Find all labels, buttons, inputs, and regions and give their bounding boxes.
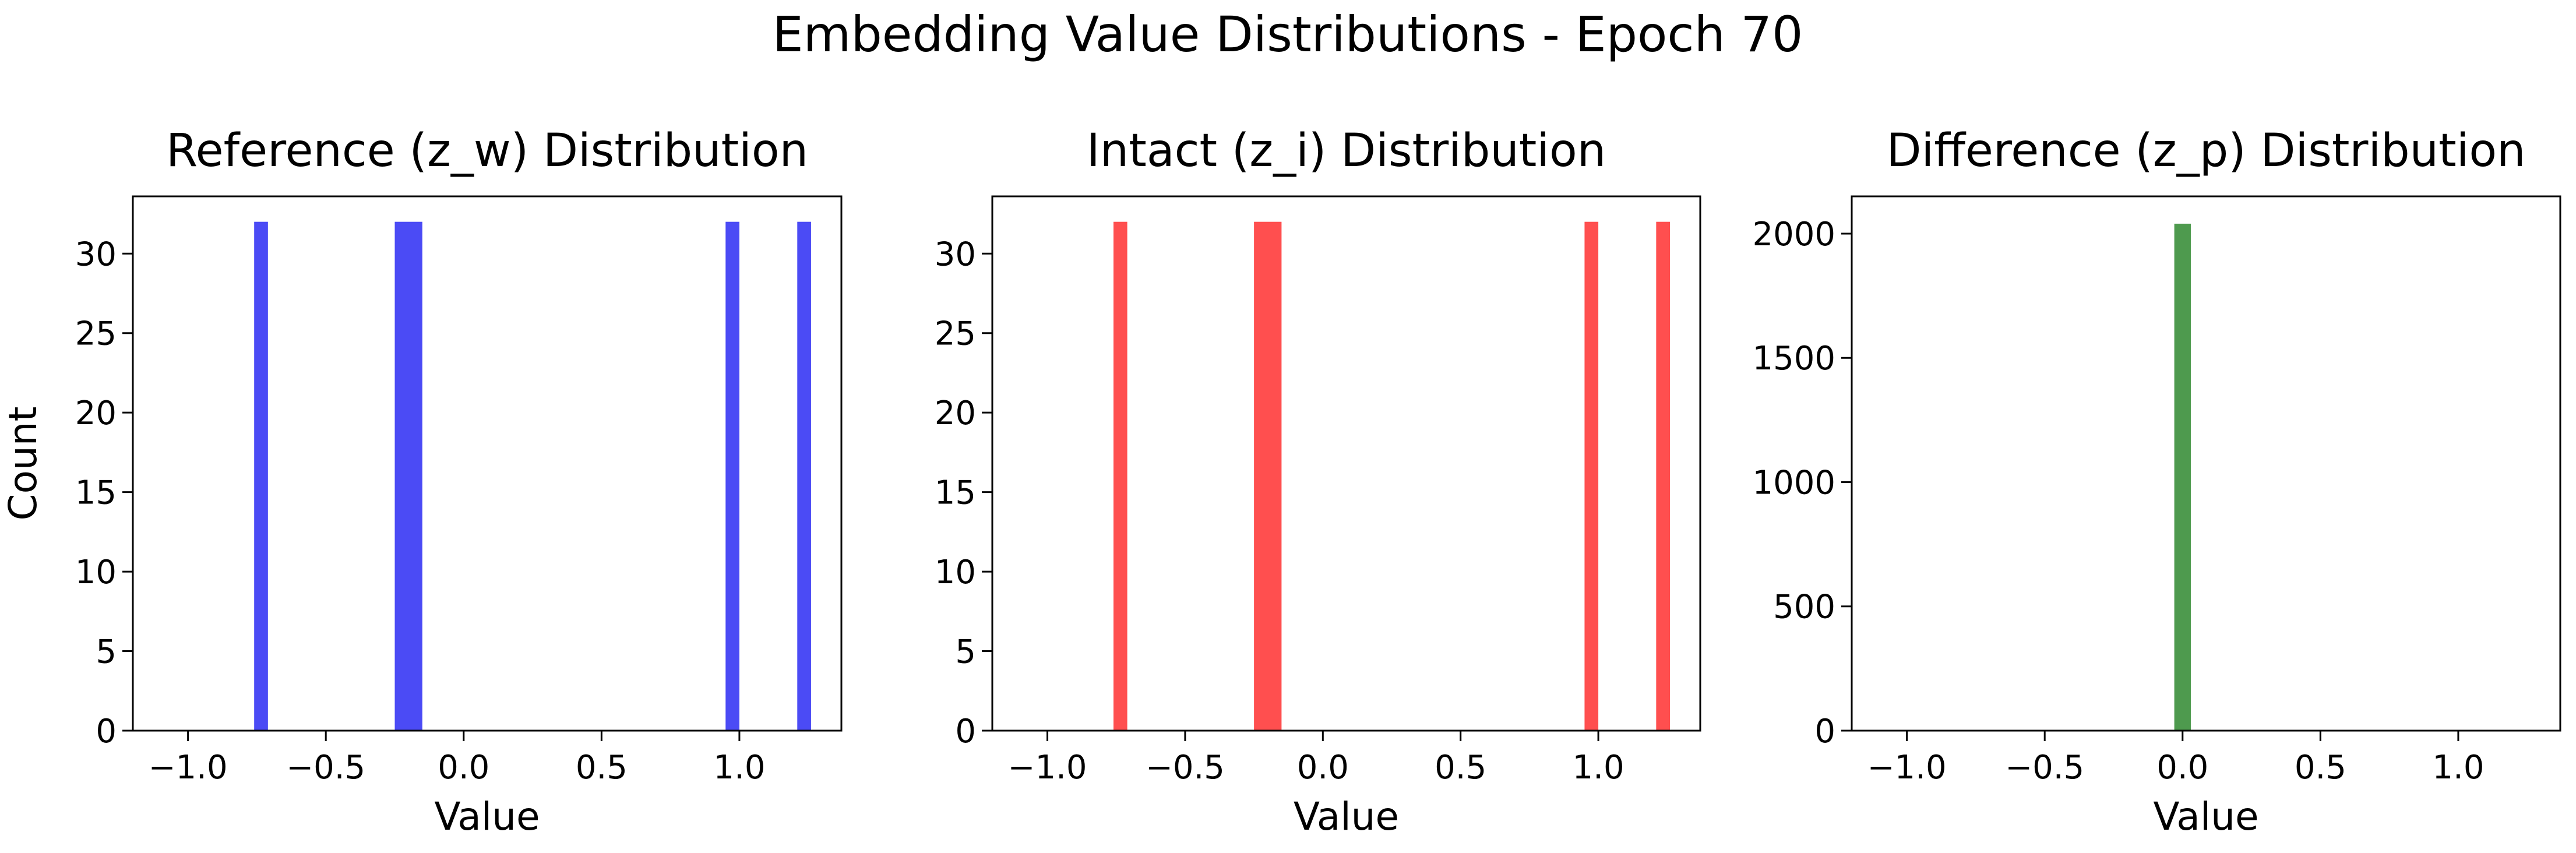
intact-x-tick-label: 0.0	[1297, 749, 1349, 787]
difference-x-tick-label: 0.0	[2156, 749, 2208, 787]
difference-panel-title: Difference (z_p) Distribution	[1886, 125, 2525, 177]
intact-x-tick-label: −1.0	[1008, 749, 1087, 787]
reference-x-tick-label: 1.0	[713, 749, 765, 787]
intact-y-tick-label: 30	[935, 235, 976, 273]
reference-x-tick-label: 0.5	[576, 749, 628, 787]
reference-histogram-bar-2	[725, 221, 739, 731]
intact-panel-title: Intact (z_i) Distribution	[1087, 125, 1606, 177]
reference-x-tick-label: −1.0	[149, 749, 228, 787]
reference-histogram-bar-3	[797, 221, 811, 731]
intact-x-axis-label: Value	[1294, 794, 1399, 839]
reference-axes-frame	[132, 195, 843, 732]
intact-y-tick-label: 25	[935, 315, 976, 353]
difference-x-tick-label: 1.0	[2432, 749, 2484, 787]
reference-x-tick-label: 0.0	[438, 749, 489, 787]
intact-y-tick-label: 15	[935, 474, 976, 512]
intact-y-tick-label: 20	[935, 394, 976, 432]
difference-x-tick-label: 0.5	[2295, 749, 2346, 787]
intact-y-tick-label: 5	[955, 633, 976, 671]
reference-histogram-bar-1	[394, 221, 422, 731]
panel-reference: −1.0 −0.5 0.0 0.5 1.0 0 5 10 15 20 25 30 Reference (…	[1, 125, 843, 839]
difference-axes-frame	[1851, 195, 2561, 732]
difference-y-tick-label: 1500	[1752, 340, 1835, 378]
difference-x-tick-label: −1.0	[1867, 749, 1947, 787]
intact-histogram-bar-0	[1113, 221, 1127, 731]
reference-x-axis-label: Value	[434, 794, 540, 839]
intact-y-tick-label: 10	[935, 554, 976, 591]
reference-y-tick-label: 5	[96, 633, 117, 671]
reference-y-tick-label: 10	[75, 554, 117, 591]
reference-y-tick-label: 0	[96, 713, 117, 750]
intact-x-tick-label: −0.5	[1146, 749, 1225, 787]
reference-y-axis-label: Count	[1, 406, 45, 520]
reference-y-tick-label: 30	[75, 235, 117, 273]
intact-histogram-bar-2	[1584, 221, 1599, 731]
difference-y-tick-label: 2000	[1752, 216, 1835, 253]
reference-y-tick-label: 20	[75, 394, 117, 432]
intact-histogram-bar-1	[1254, 221, 1282, 731]
reference-y-tick-label: 25	[75, 315, 117, 353]
reference-panel-title: Reference (z_w) Distribution	[166, 125, 808, 177]
difference-y-tick-label: 500	[1773, 588, 1835, 626]
reference-y-tick-label: 15	[75, 474, 117, 512]
intact-y-tick-label: 0	[955, 713, 976, 750]
difference-x-tick-label: −0.5	[2005, 749, 2084, 787]
reference-x-tick-label: −0.5	[286, 749, 365, 787]
reference-histogram-bar-0	[254, 221, 268, 731]
difference-y-tick-label: 0	[1814, 713, 1835, 750]
difference-x-axis-label: Value	[2153, 794, 2258, 839]
panel-intact: −1.0 −0.5 0.0 0.5 1.0 0 5 10 15 20 25 30 Intact (z_i…	[935, 125, 1701, 839]
intact-x-tick-label: 1.0	[1573, 749, 1624, 787]
difference-histogram-bar-0	[2174, 223, 2191, 731]
intact-axes-frame	[991, 195, 1701, 732]
figure-suptitle: Embedding Value Distributions - Epoch 70	[773, 6, 1803, 63]
intact-x-tick-label: 0.5	[1435, 749, 1486, 787]
panel-difference: −1.0 −0.5 0.0 0.5 1.0 0 500 1000 1500 2000 Differe…	[1752, 125, 2561, 839]
intact-histogram-bar-3	[1656, 221, 1670, 731]
difference-y-tick-label: 1000	[1752, 464, 1835, 502]
